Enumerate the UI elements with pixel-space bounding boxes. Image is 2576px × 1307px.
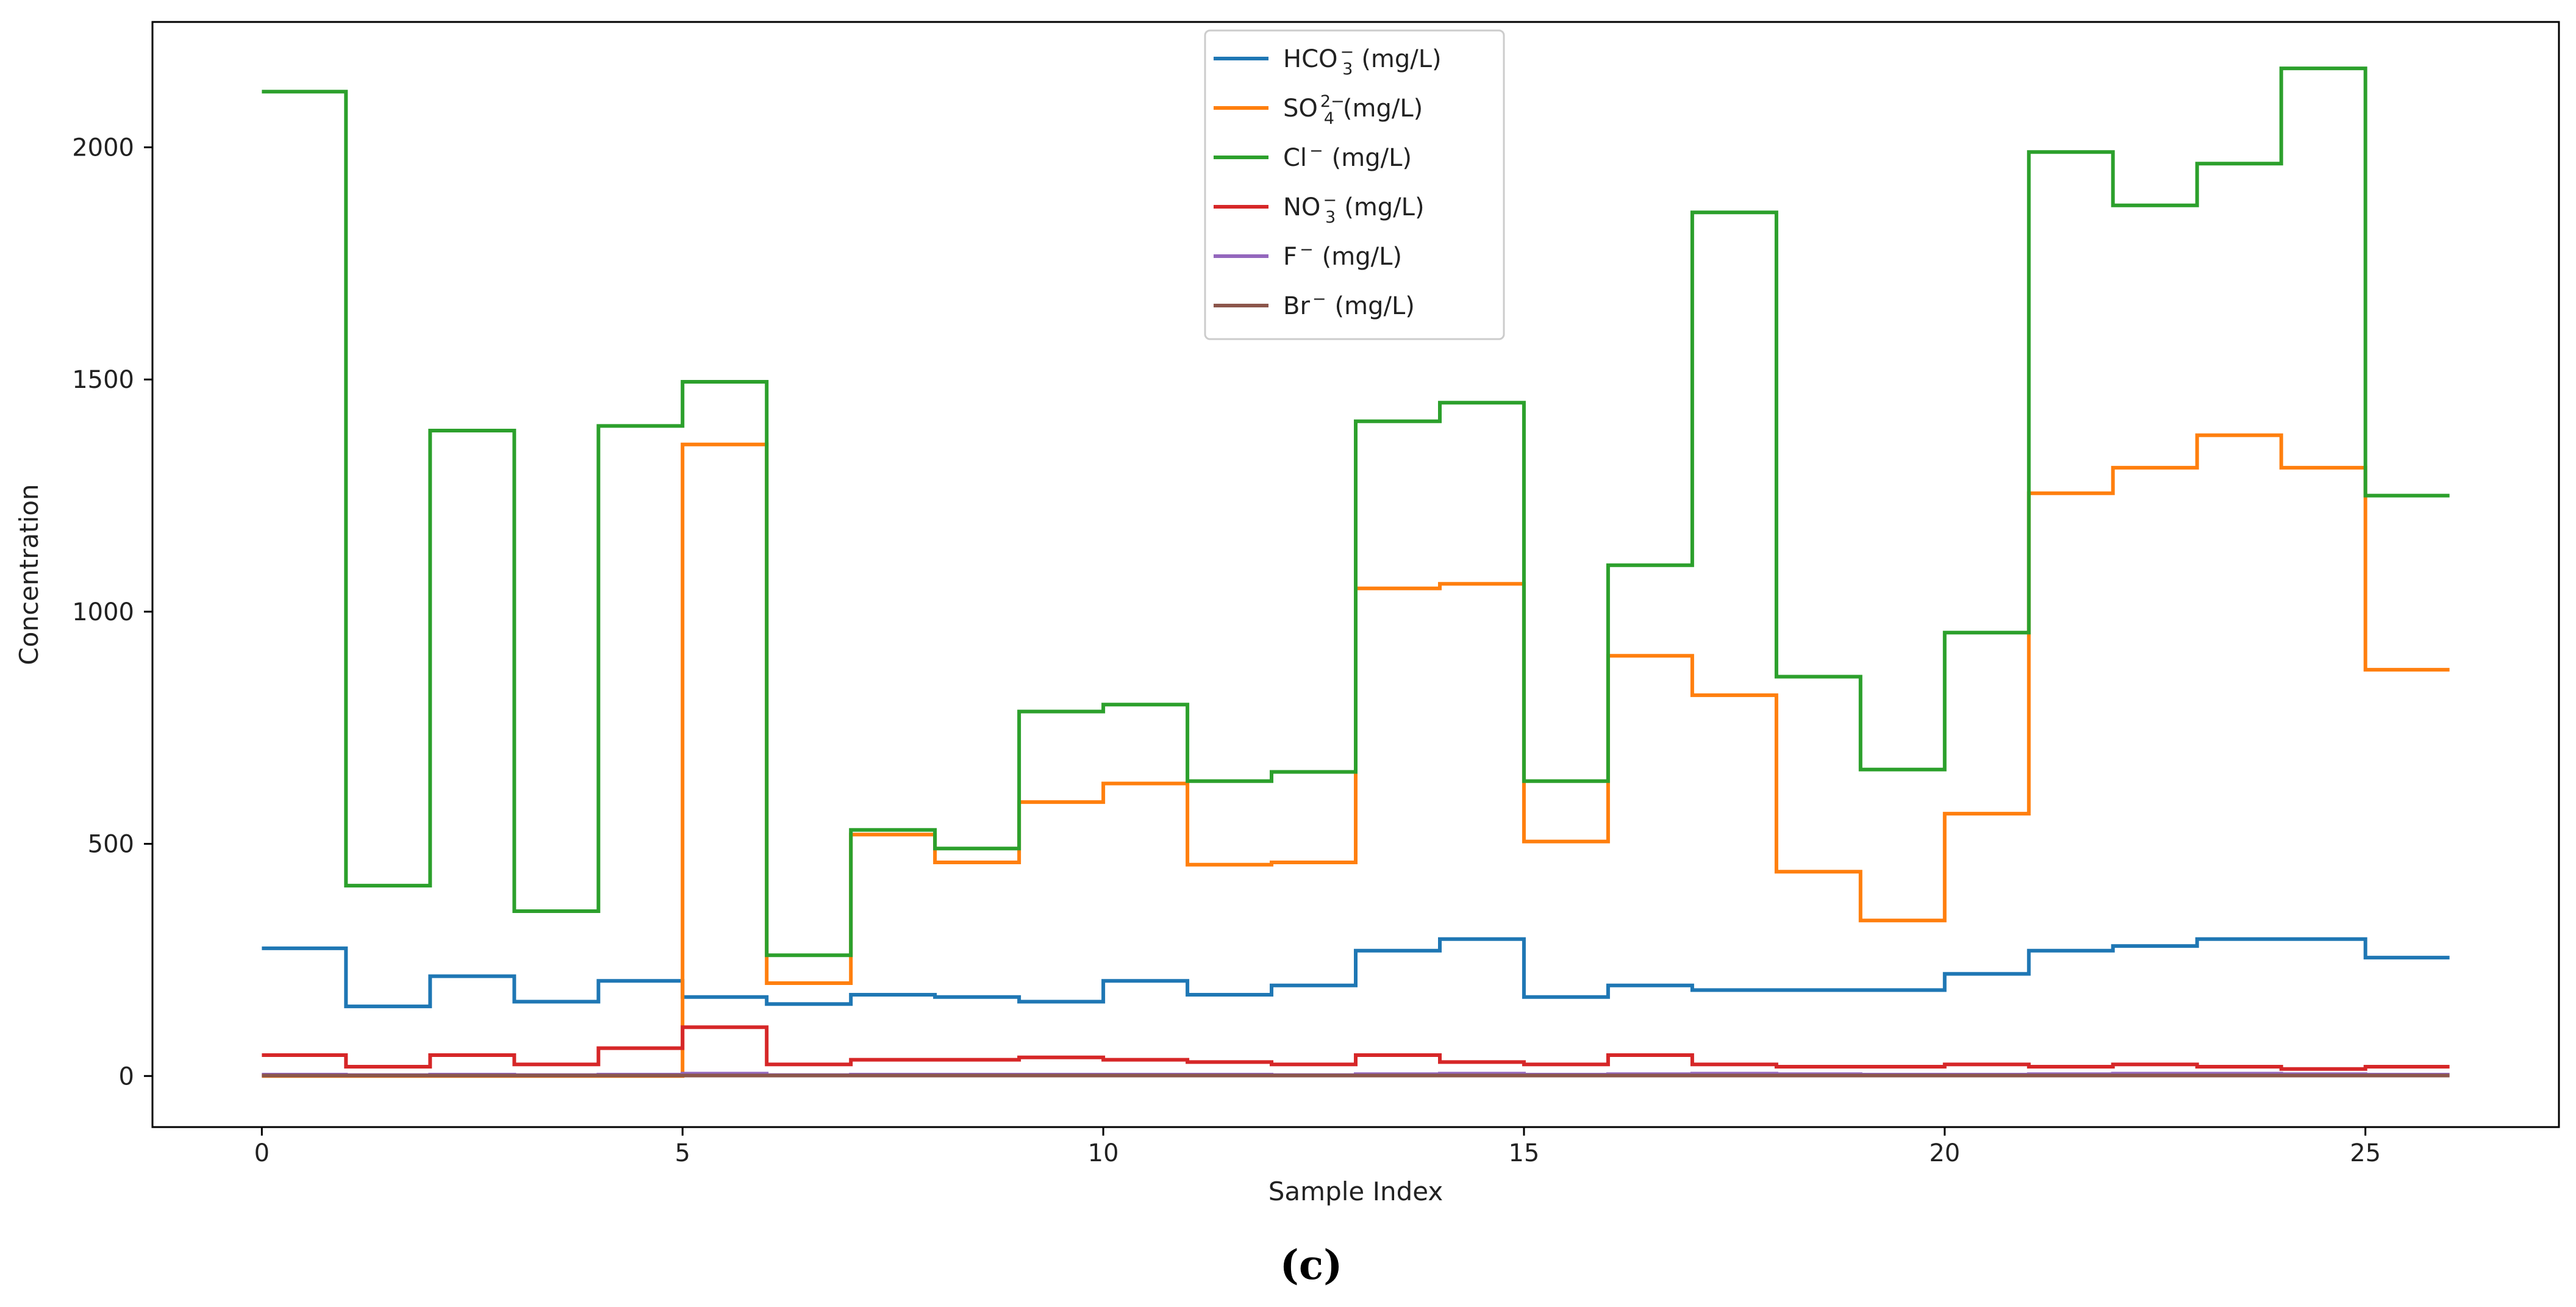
y-tick-label: 1000 (72, 598, 134, 626)
legend-entry-label: Br − (mg/L) (1283, 290, 1415, 320)
legend-box (1204, 29, 1505, 340)
plot-frame (151, 21, 2560, 1128)
x-tick-label: 20 (1929, 1139, 1960, 1167)
legend-entry-label: HCO −3 (mg/L) (1283, 43, 1442, 79)
y-axis-label: Concentration (14, 484, 44, 665)
x-tick-label: 25 (2350, 1139, 2381, 1167)
y-tick-label: 1500 (72, 366, 134, 394)
legend: HCO −3 (mg/L) SO 2− 4 (mg/L) Cl − (mg/L) NO −3 (mg/L… (1204, 29, 1505, 340)
x-axis-label: Sample Index (1268, 1176, 1443, 1206)
series-layer (262, 66, 2450, 1078)
legend-entry-label: SO 2− 4 (mg/L) (1283, 92, 1423, 128)
legend-entry-label: Cl − (mg/L) (1283, 141, 1412, 172)
x-tick-label: 5 (674, 1139, 690, 1167)
series-line-3 (262, 1025, 2450, 1071)
x-tick-label: 0 (254, 1139, 270, 1167)
series-line-2 (262, 66, 2450, 958)
legend-entry-label: NO −3 (mg/L) (1283, 191, 1425, 227)
y-tick-label: 500 (88, 831, 134, 859)
axis-ticks: 0 5 10 15 20 25 0 500 1000 1500 2000 (72, 134, 2381, 1167)
figure-caption: (c) (1280, 1241, 1343, 1289)
y-tick-label: 0 (119, 1062, 134, 1090)
legend-entry-label: F − (mg/L) (1283, 240, 1402, 271)
x-tick-label: 15 (1508, 1139, 1539, 1167)
y-tick-label: 2000 (72, 134, 134, 162)
series-line-0 (262, 937, 2450, 1009)
x-tick-label: 10 (1088, 1139, 1119, 1167)
